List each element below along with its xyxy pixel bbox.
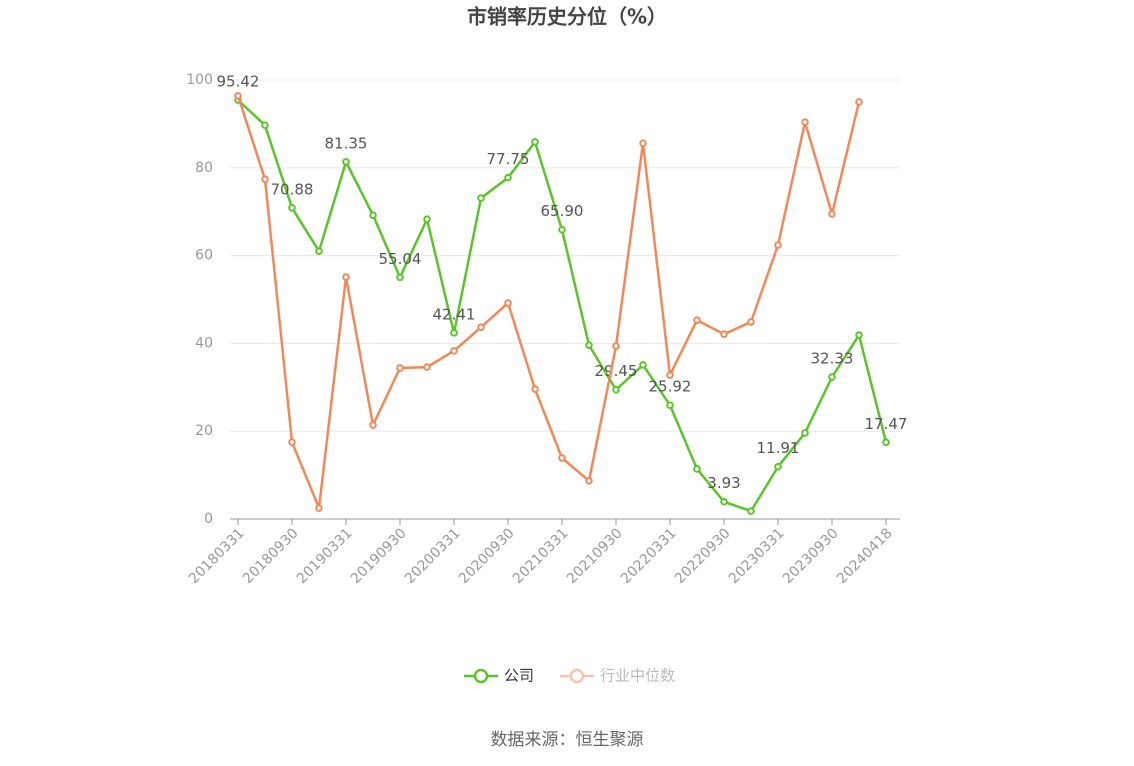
data-label: 29.45 bbox=[595, 362, 638, 380]
data-point bbox=[639, 361, 647, 369]
data-point bbox=[747, 507, 755, 515]
data-point bbox=[558, 454, 566, 462]
data-point bbox=[693, 316, 701, 324]
data-point bbox=[261, 121, 269, 130]
x-tick-label: 20220930 bbox=[672, 525, 734, 587]
x-tick-label: 20210930 bbox=[564, 525, 626, 587]
data-point bbox=[396, 364, 404, 372]
data-point bbox=[855, 331, 863, 339]
data-point bbox=[666, 401, 674, 410]
x-tick-label: 20230331 bbox=[726, 525, 788, 587]
legend-label: 行业中位数 bbox=[600, 667, 675, 685]
data-point bbox=[828, 373, 836, 381]
data-point bbox=[315, 247, 323, 256]
data-label: 95.42 bbox=[217, 73, 260, 91]
y-tick-label: 100 bbox=[186, 72, 213, 88]
data-point bbox=[396, 273, 404, 282]
data-point bbox=[612, 342, 620, 350]
data-point bbox=[369, 211, 377, 220]
data-label: 3.93 bbox=[707, 474, 740, 492]
x-tick-label: 20220331 bbox=[618, 525, 680, 587]
x-tick-label: 20210331 bbox=[510, 525, 572, 587]
data-point bbox=[504, 299, 512, 307]
x-tick-label: 20230930 bbox=[780, 525, 842, 587]
data-label: 17.47 bbox=[865, 415, 908, 433]
data-point bbox=[369, 421, 377, 429]
data-point bbox=[423, 215, 431, 223]
data-point bbox=[801, 118, 809, 126]
series-line bbox=[236, 95, 861, 513]
data-point bbox=[774, 462, 782, 471]
data-label: 55.04 bbox=[379, 250, 422, 268]
data-point bbox=[504, 173, 512, 182]
data-point bbox=[774, 241, 782, 249]
y-tick-label: 0 bbox=[204, 511, 213, 527]
source-note: 数据来源：恒生聚源 bbox=[491, 730, 644, 750]
data-point bbox=[342, 158, 350, 166]
data-label: 25.92 bbox=[649, 378, 692, 396]
data-point bbox=[882, 438, 890, 447]
data-point bbox=[288, 438, 296, 446]
data-label: 11.91 bbox=[757, 439, 800, 457]
data-point bbox=[234, 92, 242, 100]
x-tick-label: 20180331 bbox=[186, 525, 248, 587]
data-point bbox=[720, 330, 728, 338]
legend-swatch-marker bbox=[473, 668, 489, 684]
x-tick-label: 20200331 bbox=[402, 525, 464, 587]
y-tick-label: 40 bbox=[195, 335, 213, 351]
y-tick-label: 80 bbox=[195, 160, 213, 176]
data-point bbox=[288, 204, 296, 212]
data-label: 77.75 bbox=[487, 150, 530, 168]
x-tick-label: 20190331 bbox=[294, 525, 356, 587]
data-point bbox=[423, 363, 431, 371]
data-point bbox=[612, 385, 620, 394]
data-point bbox=[585, 341, 593, 349]
data-point bbox=[342, 273, 350, 281]
legend-item: 行业中位数 bbox=[560, 667, 675, 685]
data-point bbox=[531, 385, 539, 393]
data-label: 81.35 bbox=[325, 134, 368, 152]
x-tick-label: 20200930 bbox=[456, 525, 518, 587]
y-tick-label: 20 bbox=[195, 423, 213, 439]
data-label: 42.41 bbox=[433, 305, 476, 323]
data-point bbox=[639, 139, 647, 148]
data-point bbox=[585, 477, 593, 485]
data-point bbox=[720, 497, 728, 506]
data-point bbox=[450, 347, 458, 355]
data-point bbox=[666, 371, 674, 379]
data-point bbox=[477, 323, 485, 331]
data-point bbox=[477, 194, 485, 202]
data-label: 32.33 bbox=[811, 350, 854, 368]
data-point bbox=[261, 175, 269, 184]
x-tick-label: 20240418 bbox=[834, 525, 896, 587]
legend-item: 公司 bbox=[464, 667, 534, 685]
chart-title: 市销率历史分位（%） bbox=[467, 5, 667, 29]
x-tick-label: 20180930 bbox=[240, 525, 302, 587]
legend-label: 公司 bbox=[504, 667, 534, 685]
data-point bbox=[450, 329, 458, 337]
data-label: 65.90 bbox=[541, 202, 584, 220]
data-point bbox=[747, 318, 755, 326]
data-point bbox=[558, 225, 566, 234]
data-point bbox=[693, 465, 701, 473]
x-tick-label: 20190930 bbox=[348, 525, 410, 587]
data-label: 70.88 bbox=[271, 180, 314, 198]
data-point bbox=[315, 504, 323, 512]
legend-swatch-marker bbox=[569, 668, 585, 684]
data-point bbox=[531, 138, 539, 146]
data-point bbox=[855, 98, 863, 106]
y-tick-label: 60 bbox=[195, 248, 213, 264]
data-point bbox=[828, 210, 836, 218]
data-point bbox=[801, 429, 809, 437]
